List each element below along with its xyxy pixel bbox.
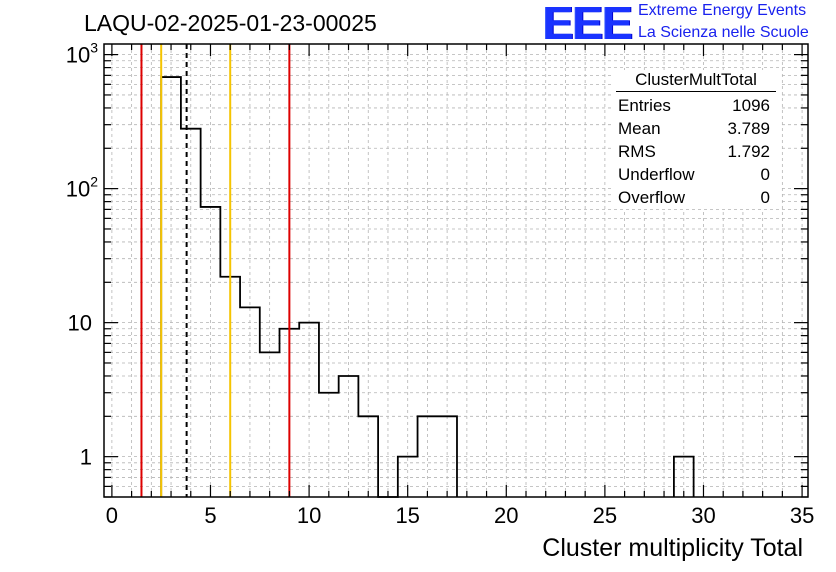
stats-label: Underflow [618,165,695,184]
stats-title: ClusterMultTotal [616,70,776,92]
x-axis-label: Cluster multiplicity Total [542,534,803,562]
plot-frame [103,43,809,498]
x-tick-label: 25 [593,503,617,528]
histogram-bin [299,323,319,497]
x-tick-label: 10 [297,503,321,528]
y-tick-label: 103 [66,40,98,68]
stats-row-rms: RMS 1.792 [612,140,780,163]
stats-value: 1.792 [727,142,770,161]
stats-value: 1096 [732,96,770,115]
x-tick-label: 30 [691,503,715,528]
stats-row-overflow: Overflow 0 [612,186,780,209]
histogram-outline [160,76,695,498]
stats-value: 0 [760,188,770,207]
histogram-bin [418,416,457,497]
y-tick-label: 1 [80,445,92,470]
histogram-bin [161,77,181,497]
stats-label: Entries [618,96,671,115]
stats-value: 0 [760,165,770,184]
logo-text-line2: La Scienza nelle Scuole [638,24,809,41]
stats-label: Mean [618,119,661,138]
stats-label: RMS [618,142,656,161]
stats-row-mean: Mean 3.789 [612,117,780,140]
histogram-bin [181,129,201,497]
histogram-bin [339,376,359,497]
stats-box: ClusterMultTotal Entries 1096 Mean 3.789… [612,70,780,209]
y-tick-label: 102 [66,174,98,202]
stats-row-entries: Entries 1096 [612,94,780,117]
logo-text-line1: Extreme Energy Events [638,2,807,19]
x-tick-label: 15 [395,503,419,528]
histogram-bin [240,307,260,497]
x-tick-label: 5 [204,503,216,528]
y-tick-label: 10 [68,311,92,336]
histogram-bin [674,457,694,497]
x-tick-label: 0 [106,503,118,528]
histogram-bin [319,393,339,497]
x-tick-label: 20 [494,503,518,528]
chart-title: LAQU-02-2025-01-23-00025 [84,10,377,36]
stats-value: 3.789 [727,119,770,138]
stats-row-underflow: Underflow 0 [612,163,780,186]
stats-label: Overflow [618,188,686,207]
histogram-bin [201,207,221,497]
x-tick-label: 35 [790,503,814,528]
histogram-bin [260,352,280,497]
histogram-bin [358,416,378,497]
eee-logo: EEE [543,0,633,49]
